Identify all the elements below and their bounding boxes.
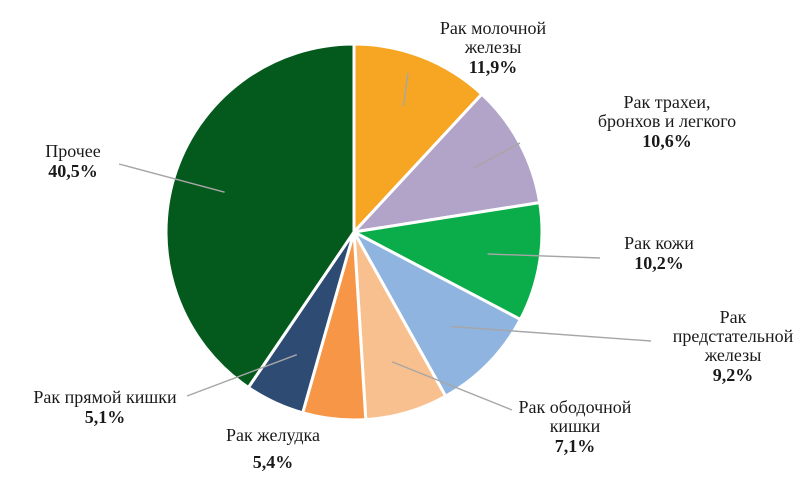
leader-lines: [118, 72, 652, 411]
leader-line-8: [118, 163, 225, 193]
leader-line-5: [391, 361, 513, 411]
pie-slice-8: [164, 42, 356, 390]
slice-label-4-line-1: Рак: [720, 307, 747, 327]
slice-value-6: 5,4%: [253, 452, 294, 472]
leader-line-7: [186, 354, 297, 397]
slice-label-4-line-3: железы: [704, 345, 762, 365]
slice-label-2-line-2: бронхов и легкого: [598, 111, 736, 131]
slice-value-7: 5,1%: [85, 407, 126, 427]
slice-value-8: 40,5%: [48, 161, 98, 181]
leader-line-1: [402, 72, 409, 107]
slice-value-5: 7,1%: [555, 436, 596, 456]
leader-line-4: [450, 325, 652, 342]
slice-label-8-line-1: Прочее: [45, 141, 101, 161]
slice-label-2-line-1: Рак трахеи,: [624, 92, 711, 112]
slice-label-1-line-1: Рак молочной: [440, 18, 547, 38]
pie-slices: [164, 42, 544, 422]
slice-value-4: 9,2%: [713, 365, 754, 385]
slice-label-5-line-1: Рак ободочной: [519, 397, 632, 417]
slice-value-3: 10,2%: [634, 253, 684, 273]
leader-line-3: [487, 253, 601, 259]
slice-value-1: 11,9%: [469, 57, 518, 77]
pie-slice-3: [349, 200, 544, 322]
slice-label-1-line-2: железы: [464, 37, 522, 57]
slice-label-4-line-2: предстательной: [673, 326, 794, 346]
leader-line-2: [473, 142, 521, 169]
slice-label-3-line-1: Рак кожи: [624, 233, 694, 253]
slice-label-6-line-1: Рак желудка: [226, 425, 320, 445]
pie-slice-4: [350, 228, 523, 399]
slice-label-5-line-2: кишки: [550, 416, 601, 436]
pie-slice-1: [352, 42, 484, 236]
slice-value-2: 10,6%: [642, 131, 692, 151]
slice-label-7-line-1: Рак прямой кишки: [33, 387, 177, 407]
